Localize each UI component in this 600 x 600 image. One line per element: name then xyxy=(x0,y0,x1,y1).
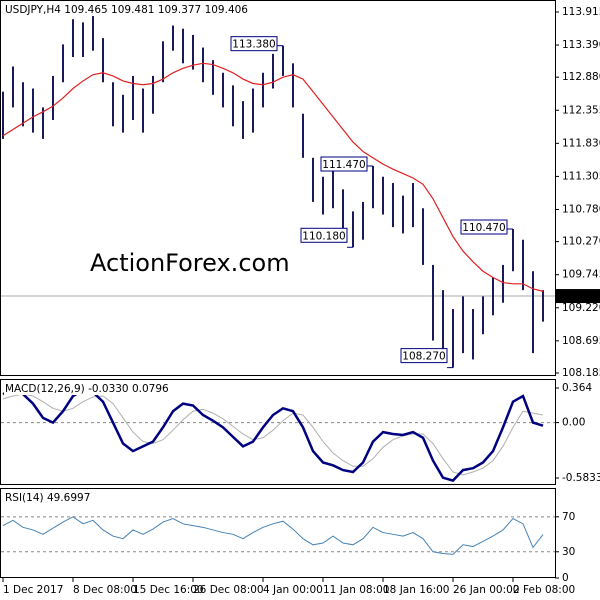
macd-line xyxy=(2,393,544,476)
rsi-panel xyxy=(0,488,556,578)
last-price-box xyxy=(556,289,600,304)
annotation-box xyxy=(320,156,368,172)
x-tick-label: 4 Jan 00:00 xyxy=(263,584,323,596)
annotation-label: 108.270 xyxy=(402,351,445,363)
x-tick-label: 26 Jan 00:00 xyxy=(453,584,519,596)
y-tick-label: 112.355 xyxy=(562,104,600,116)
y-tick-label: 30 xyxy=(562,546,575,558)
annotation-label: 110.180 xyxy=(302,230,345,242)
y-tick-label: 70 xyxy=(562,511,575,523)
watermark: ActionForex.com xyxy=(90,249,290,277)
y-tick-label: 113.390 xyxy=(562,39,600,51)
x-tick-label: 18 Jan 16:00 xyxy=(383,584,449,596)
panel-title-bg xyxy=(4,383,171,395)
panel-title: MACD(12,26,9) -0.0330 0.0796 xyxy=(5,383,169,395)
annotation-box xyxy=(300,227,348,243)
y-tick-label: 109.745 xyxy=(562,269,600,281)
y-tick-label: 113.915 xyxy=(562,6,600,18)
x-tick-label: 15 Dec 16:00 xyxy=(133,584,204,596)
annotation-label: 111.470 xyxy=(322,159,365,171)
x-tick-label: 11 Jan 08:00 xyxy=(323,584,389,596)
macd-line xyxy=(2,387,544,482)
macd-panel xyxy=(0,379,556,485)
y-tick-label: 112.880 xyxy=(562,71,600,83)
annotation-label: 110.470 xyxy=(462,222,505,234)
x-tick-label: 1 Dec 2017 xyxy=(3,584,63,596)
annotation-label: 113.380 xyxy=(232,39,275,51)
y-tick-label: 110.780 xyxy=(562,203,600,215)
annotation-box xyxy=(230,36,278,52)
y-tick-label: 108.185 xyxy=(562,367,600,379)
x-tick-label: 26 Dec 08:00 xyxy=(193,584,264,596)
moving-average xyxy=(2,62,544,292)
y-tick-label: 111.830 xyxy=(562,137,600,149)
price-panel xyxy=(0,0,556,376)
annotation-box xyxy=(400,348,448,364)
y-tick-label: 108.695 xyxy=(562,335,600,347)
y-tick-label: 111.305 xyxy=(562,170,600,182)
y-tick-label: 110.270 xyxy=(562,236,600,248)
y-tick-label: 0.00 xyxy=(562,417,585,429)
panel-title: RSI(14) 49.6997 xyxy=(5,492,90,504)
y-tick-label: 109.220 xyxy=(562,302,600,314)
y-tick-label: -0.5833 xyxy=(562,472,600,484)
last-price-label: 109.406 xyxy=(559,291,600,303)
rsi-line xyxy=(2,516,544,555)
y-tick-label: 0.364 xyxy=(562,382,592,394)
panel-title-bg xyxy=(4,492,92,504)
x-tick-label: 2 Feb 08:00 xyxy=(513,584,575,596)
x-tick-label: 8 Dec 08:00 xyxy=(73,584,137,596)
panel-title: USDJPY,H4 109.465 109.481 109.377 109.40… xyxy=(5,4,248,16)
annotation-box xyxy=(460,219,508,235)
y-tick-label: 0 xyxy=(562,572,569,584)
panel-title-bg xyxy=(4,4,250,16)
